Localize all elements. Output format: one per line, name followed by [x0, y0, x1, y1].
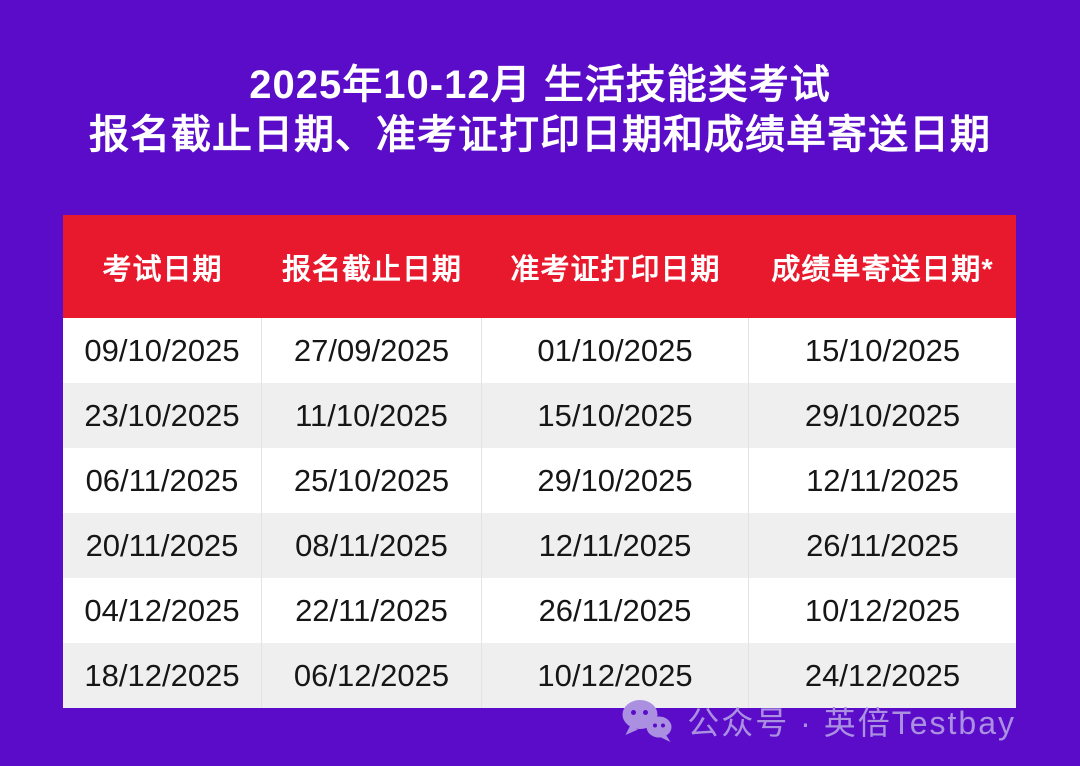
table-cell: 26/11/2025 [482, 578, 749, 643]
table-cell: 11/10/2025 [262, 383, 482, 448]
table-cell: 06/12/2025 [262, 643, 482, 708]
wechat-icon [622, 700, 672, 742]
table-cell: 06/11/2025 [63, 448, 262, 513]
table-row: 09/10/2025 27/09/2025 01/10/2025 15/10/2… [63, 318, 1016, 383]
table-cell: 26/11/2025 [806, 527, 959, 563]
column-header-registration-deadline: 报名截止日期 [281, 253, 462, 286]
table-cell: 10/12/2025 [804, 592, 961, 628]
table-cell: 12/11/2025 [482, 513, 749, 578]
column-header-score-report-mailing-date: 成绩单寄送日期* [771, 253, 994, 286]
title-line-2: 报名截止日期、准考证打印日期和成绩单寄送日期 [89, 113, 991, 157]
table-cell: 01/10/2025 [482, 318, 749, 383]
table-cell: 08/11/2025 [262, 513, 482, 578]
exam-dates-table: 考试日期 报名截止日期 准考证打印日期 成绩单寄送日期* 09/10/2025 … [63, 215, 1016, 708]
table-cell: 09/10/2025 [63, 318, 262, 383]
table-header-row: 考试日期 报名截止日期 准考证打印日期 成绩单寄送日期* [63, 215, 1016, 318]
table-cell: 15/10/2025 [482, 383, 749, 448]
title-line-1: 2025年10-12月 生活技能类考试 [249, 63, 831, 107]
table-row: 04/12/2025 22/11/2025 26/11/2025 10/12/2… [63, 578, 1016, 643]
column-header-exam-date: 考试日期 [102, 253, 223, 286]
page-title: 2025年10-12月 生活技能类考试 报名截止日期、准考证打印日期和成绩单寄送… [0, 60, 1080, 160]
table-cell: 10/12/2025 [482, 643, 749, 708]
table-cell: 12/11/2025 [806, 462, 959, 498]
table-cell: 18/12/2025 [63, 643, 262, 708]
table-cell: 27/09/2025 [262, 318, 482, 383]
table-cell: 22/11/2025 [262, 578, 482, 643]
table-cell: 25/10/2025 [262, 448, 482, 513]
wechat-label: 公众号 · 英倍Testbay [687, 705, 1016, 741]
column-header-admission-ticket-print-date: 准考证打印日期 [510, 253, 721, 286]
table-cell: 04/12/2025 [63, 578, 262, 643]
table-row: 20/11/2025 08/11/2025 12/11/2025 26/11/2… [63, 513, 1016, 578]
table-cell: 15/10/2025 [804, 332, 961, 368]
table-cell: 20/11/2025 [63, 513, 262, 578]
table-cell: 23/10/2025 [63, 383, 262, 448]
table-row: 18/12/2025 06/12/2025 10/12/2025 24/12/2… [63, 643, 1016, 708]
table-cell: 29/10/2025 [482, 448, 749, 513]
table-cell: 24/12/2025 [804, 657, 961, 693]
table-row: 06/11/2025 25/10/2025 29/10/2025 12/11/2… [63, 448, 1016, 513]
table-row: 23/10/2025 11/10/2025 15/10/2025 29/10/2… [63, 383, 1016, 448]
table-cell: 29/10/2025 [804, 397, 961, 433]
wechat-watermark: 公众号 · 英倍Testbay [621, 698, 1016, 744]
